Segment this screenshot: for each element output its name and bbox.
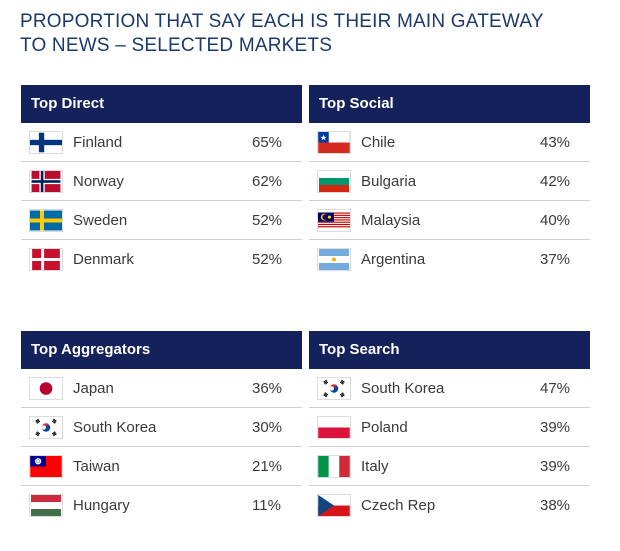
chile-flag xyxy=(318,131,350,153)
country-name: Denmark xyxy=(73,251,134,268)
table-row: Taiwan 21% xyxy=(21,447,302,486)
table-row: Italy 39% xyxy=(309,447,590,486)
poland-flag xyxy=(318,416,350,438)
table-row: Chile 43% xyxy=(309,123,590,162)
percentage-value: 38% xyxy=(540,497,571,514)
table-row: Denmark 52% xyxy=(21,240,302,279)
south-korea-flag xyxy=(30,416,62,438)
table-row: South Korea 47% xyxy=(309,369,590,408)
country-name: Finland xyxy=(73,133,123,151)
percentage-value: 30% xyxy=(252,418,283,436)
percentage-value: 52% xyxy=(252,211,283,229)
panel-top-social: Top Social Chile 43% Bulgaria 42% Malays… xyxy=(309,85,590,279)
bulgaria-flag xyxy=(319,170,349,192)
table-row: Norway 62% xyxy=(21,162,302,201)
percentage-value: 39% xyxy=(540,418,571,436)
taiwan-flag xyxy=(30,455,62,477)
country-name: Norway xyxy=(73,172,124,190)
country-name: Argentina xyxy=(361,251,426,268)
south-korea-flag xyxy=(318,377,350,399)
panel-heading: Top Direct xyxy=(21,85,302,123)
panel-top-aggregators: Top Aggregators Japan 36% South Korea 30… xyxy=(21,331,302,525)
percentage-value: 21% xyxy=(252,457,283,475)
percentage-value: 11% xyxy=(252,497,281,514)
czech-republic-flag xyxy=(318,495,350,516)
country-name: Hungary xyxy=(73,497,130,514)
country-name: South Korea xyxy=(361,379,445,397)
country-name: Taiwan xyxy=(73,457,120,475)
title-line-1: PROPORTION THAT SAY EACH IS THEIR MAIN G… xyxy=(20,11,544,32)
percentage-value: 40% xyxy=(540,211,571,229)
argentina-flag xyxy=(319,249,349,270)
sweden-flag xyxy=(30,210,62,230)
table-row: Japan 36% xyxy=(21,369,302,408)
percentage-value: 52% xyxy=(252,251,283,268)
hungary-flag xyxy=(31,495,61,516)
country-name: Malaysia xyxy=(361,211,421,229)
country-name: Chile xyxy=(361,133,396,151)
percentage-value: 42% xyxy=(540,172,571,190)
finland-flag xyxy=(30,132,62,152)
table-row: South Korea 30% xyxy=(21,408,302,447)
country-name: Japan xyxy=(73,379,114,397)
table-row: Finland 65% xyxy=(21,123,302,162)
norway-flag xyxy=(31,170,61,192)
percentage-value: 43% xyxy=(540,133,571,151)
title-line-2: TO NEWS – SELECTED MARKETS xyxy=(20,35,333,56)
panel-top-search: Top Search South Korea 47% Poland 39% It… xyxy=(309,331,590,525)
panel-top-direct: Top Direct Finland 65% Norway 62% Sweden… xyxy=(21,85,302,279)
country-name: Poland xyxy=(361,418,408,436)
panel-heading: Top Social xyxy=(309,85,590,123)
table-row: Hungary 11% xyxy=(21,486,302,525)
country-name: Italy xyxy=(361,457,389,475)
country-name: Czech Rep xyxy=(361,497,436,514)
percentage-value: 62% xyxy=(252,172,283,190)
panel-heading: Top Search xyxy=(309,331,590,369)
panel-heading: Top Aggregators xyxy=(21,331,302,369)
malaysia-flag xyxy=(318,212,350,228)
country-name: Sweden xyxy=(73,211,128,229)
denmark-flag xyxy=(32,249,60,270)
table-row: Malaysia 40% xyxy=(309,201,590,240)
percentage-value: 65% xyxy=(252,133,283,151)
percentage-value: 39% xyxy=(540,457,571,475)
table-row: Argentina 37% xyxy=(309,240,590,279)
percentage-value: 47% xyxy=(540,379,571,397)
table-row: Czech Rep 38% xyxy=(309,486,590,525)
japan-flag xyxy=(30,377,62,399)
table-row: Sweden 52% xyxy=(21,201,302,240)
table-row: Poland 39% xyxy=(309,408,590,447)
table-row: Bulgaria 42% xyxy=(309,162,590,201)
percentage-value: 37% xyxy=(540,251,571,268)
country-name: Bulgaria xyxy=(361,172,417,190)
page-title: PROPORTION THAT SAY EACH IS THEIR MAIN G… xyxy=(20,10,580,58)
country-name: South Korea xyxy=(73,418,157,436)
italy-flag xyxy=(318,455,350,477)
percentage-value: 36% xyxy=(252,379,283,397)
